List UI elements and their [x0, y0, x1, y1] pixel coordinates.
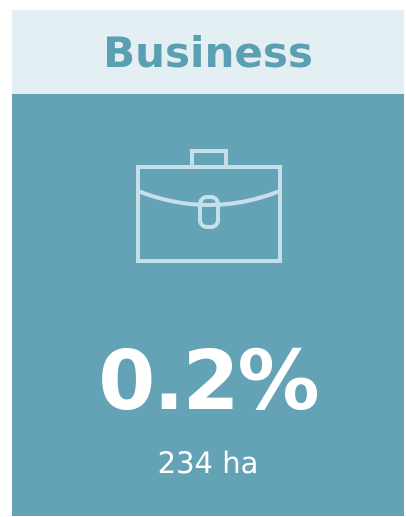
card-body: 0.2% 234 ha: [12, 94, 404, 516]
card-title: Business: [103, 27, 313, 77]
briefcase-icon: [136, 149, 282, 263]
stat-card: Business 0.2% 234 ha: [12, 10, 404, 516]
area: 234 ha: [157, 446, 259, 480]
percentage: 0.2%: [98, 334, 319, 429]
card-header: Business: [12, 10, 404, 94]
